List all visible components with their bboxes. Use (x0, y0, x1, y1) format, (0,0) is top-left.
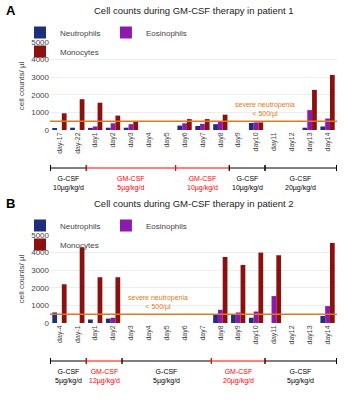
svg-text:day3: day3 (127, 132, 135, 147)
svg-text:day5: day5 (163, 325, 171, 340)
svg-text:GM-CSF10µg/kg/d: GM-CSF10µg/kg/d (187, 175, 218, 192)
svg-text:severe neutropenia< 500/µl: severe neutropenia< 500/µl (128, 294, 188, 311)
svg-text:4000: 4000 (31, 55, 49, 65)
svg-text:day-22: day-22 (74, 132, 82, 154)
svg-text:1000: 1000 (31, 301, 49, 310)
svg-text:Eosinophils: Eosinophils (146, 29, 187, 38)
svg-text:day2: day2 (109, 325, 117, 340)
svg-text:day6: day6 (181, 132, 189, 147)
svg-text:cell counts/ µl: cell counts/ µl (17, 254, 26, 303)
svg-text:day12: day12 (288, 132, 296, 151)
svg-text:cell counts/ µl: cell counts/ µl (17, 61, 26, 110)
svg-text:GM-CSF5µg/kg/d: GM-CSF5µg/kg/d (117, 175, 145, 192)
svg-text:Neutrophils: Neutrophils (60, 222, 100, 231)
svg-text:day10: day10 (252, 325, 260, 344)
svg-text:day-1: day-1 (74, 325, 82, 343)
svg-text:day14: day14 (324, 132, 332, 151)
svg-text:G-CSF5µg/kg/d: G-CSF5µg/kg/d (287, 368, 314, 385)
svg-text:5000: 5000 (31, 38, 49, 47)
svg-text:day13: day13 (306, 132, 314, 151)
svg-text:day11: day11 (270, 132, 278, 151)
svg-text:0: 0 (45, 126, 50, 135)
svg-text:Monocytes: Monocytes (60, 241, 99, 250)
svg-text:GM-CSF12µg/kg/d: GM-CSF12µg/kg/d (89, 368, 120, 385)
svg-text:severe neutropenia< 500/µl: severe neutropenia< 500/µl (235, 101, 295, 118)
svg-text:4000: 4000 (31, 248, 49, 258)
svg-text:day11: day11 (270, 325, 278, 344)
svg-text:day9: day9 (234, 325, 242, 340)
svg-text:Cell counts during GM-CSF ther: Cell counts during GM-CSF therapy in pat… (94, 198, 294, 209)
svg-text:day7: day7 (199, 325, 207, 340)
svg-text:day8: day8 (217, 325, 225, 340)
svg-text:GM-CSF20µg/kg/d: GM-CSF20µg/kg/d (223, 368, 254, 385)
svg-text:G-CSF10µg/kg/d: G-CSF10µg/kg/d (53, 175, 84, 192)
svg-text:day7: day7 (199, 132, 207, 147)
svg-text:3000: 3000 (31, 266, 49, 275)
svg-text:Cell counts during GM-CSF ther: Cell counts during GM-CSF therapy in pat… (94, 5, 294, 16)
svg-text:day2: day2 (109, 132, 117, 147)
svg-text:2000: 2000 (31, 284, 49, 293)
svg-text:0: 0 (45, 319, 50, 328)
svg-text:day4: day4 (145, 132, 153, 147)
svg-text:G-CSF20µg/kg/d: G-CSF20µg/kg/d (285, 175, 316, 192)
svg-text:G-CSF10µg/kg/d: G-CSF10µg/kg/d (232, 175, 263, 192)
svg-text:day5: day5 (163, 132, 171, 147)
svg-text:2000: 2000 (31, 91, 49, 100)
svg-text:day6: day6 (181, 325, 189, 340)
svg-text:day-17: day-17 (56, 132, 64, 154)
svg-text:day8: day8 (217, 132, 225, 147)
svg-text:5000: 5000 (31, 231, 49, 240)
svg-text:day-4: day-4 (56, 325, 64, 343)
svg-text:day13: day13 (306, 325, 314, 344)
svg-text:day1: day1 (91, 132, 99, 147)
svg-text:day12: day12 (288, 325, 296, 344)
svg-text:Monocytes: Monocytes (60, 48, 99, 57)
svg-text:day1: day1 (91, 325, 99, 340)
svg-text:Eosinophils: Eosinophils (146, 222, 187, 231)
svg-text:G-CSF5µg/kg/d: G-CSF5µg/kg/d (153, 368, 180, 385)
svg-text:G-CSF5µg/kg/d: G-CSF5µg/kg/d (55, 368, 82, 385)
svg-text:1000: 1000 (31, 108, 49, 117)
svg-text:day3: day3 (127, 325, 135, 340)
svg-text:A: A (6, 3, 16, 18)
svg-text:Neutrophils: Neutrophils (60, 29, 100, 38)
svg-text:day14: day14 (324, 325, 332, 344)
svg-text:day10: day10 (252, 132, 260, 151)
svg-text:B: B (6, 196, 15, 211)
svg-text:day4: day4 (145, 325, 153, 340)
svg-text:3000: 3000 (31, 73, 49, 82)
svg-text:day9: day9 (234, 132, 242, 147)
